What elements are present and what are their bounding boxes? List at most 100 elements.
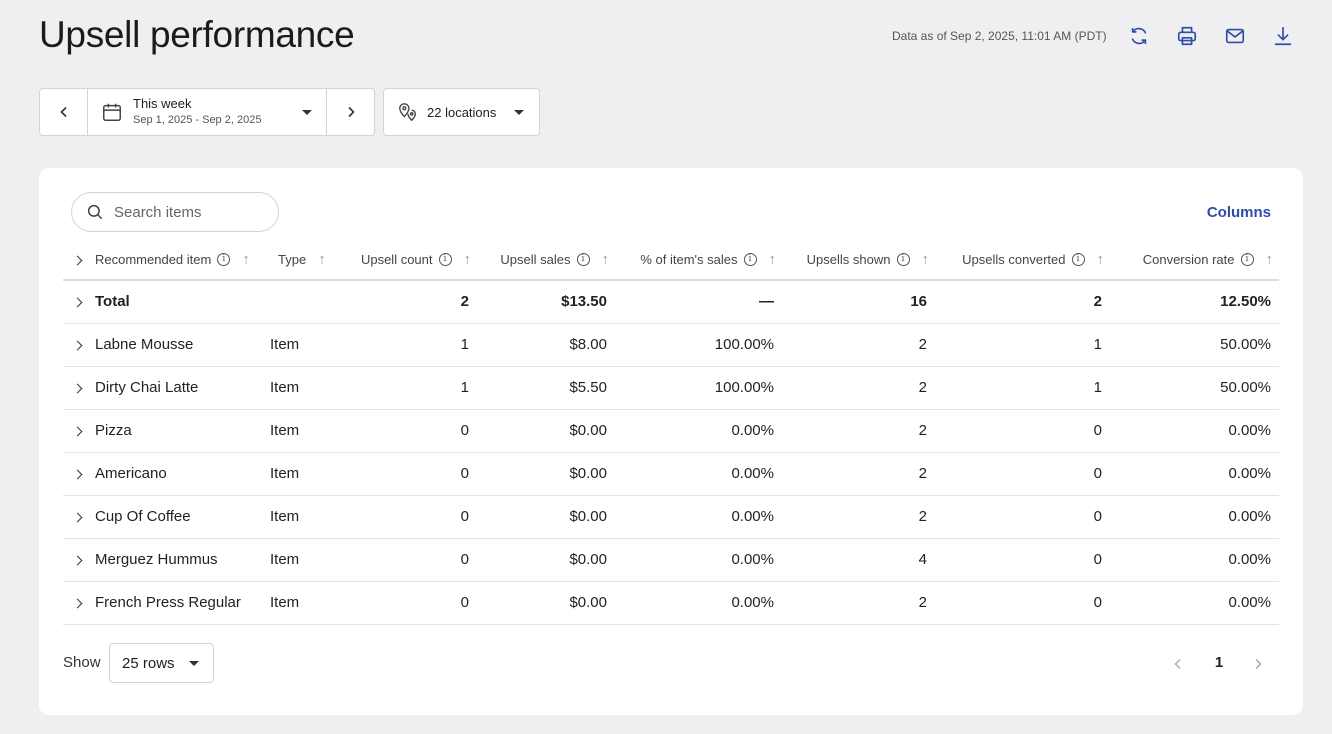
caret-down-icon xyxy=(189,661,199,666)
expand-row-icon[interactable] xyxy=(72,598,83,609)
cell-upsell-count: 0 xyxy=(345,452,477,496)
cell-name: French Press Regular xyxy=(95,581,268,625)
cell-upsell-count: 2 xyxy=(345,280,477,324)
total-row: Total 2 $13.50 — 16 2 12.50% xyxy=(63,280,1279,324)
cell-type: Item xyxy=(268,323,345,367)
header-upsell-sales[interactable]: Upsell sales i ↑ xyxy=(477,240,615,281)
header-upsells-converted[interactable]: Upsells converted i ↑ xyxy=(935,240,1110,281)
chevron-right-icon xyxy=(1255,658,1262,670)
date-range-dropdown[interactable]: This week Sep 1, 2025 - Sep 2, 2025 xyxy=(88,89,326,135)
current-page[interactable]: 1 xyxy=(1214,654,1224,671)
cell-type: Item xyxy=(268,366,345,410)
header-label: Conversion rate xyxy=(1142,252,1235,267)
cell-upsells-converted: 1 xyxy=(935,366,1110,410)
cell-conversion-rate: 0.00% xyxy=(1110,452,1279,496)
sort-arrow-icon[interactable]: ↑ xyxy=(242,251,250,268)
refresh-icon[interactable] xyxy=(1125,22,1153,50)
chevron-left-icon xyxy=(59,106,67,118)
cell-upsell-count: 0 xyxy=(345,581,477,625)
cell-upsells-shown: 16 xyxy=(782,280,935,324)
expand-row-icon[interactable] xyxy=(72,297,83,308)
cell-conversion-rate: 50.00% xyxy=(1110,366,1279,410)
cell-upsell-sales: $5.50 xyxy=(477,366,615,410)
header-label: Upsell sales xyxy=(500,252,571,267)
expand-row-icon[interactable] xyxy=(72,512,83,523)
cell-pct-item-sales: 0.00% xyxy=(615,495,782,539)
expand-row-icon[interactable] xyxy=(72,383,83,394)
cell-name: Total xyxy=(95,280,268,324)
cell-type xyxy=(268,280,345,324)
location-pins-icon xyxy=(399,103,417,122)
info-icon[interactable]: i xyxy=(896,253,910,266)
table-row: Labne Mousse Item 1 $8.00 100.00% 2 1 50… xyxy=(63,323,1279,367)
previous-period-button[interactable] xyxy=(40,89,88,135)
cell-conversion-rate: 0.00% xyxy=(1110,581,1279,625)
sort-arrow-icon[interactable]: ↑ xyxy=(1096,251,1105,268)
info-icon[interactable]: i xyxy=(576,253,590,266)
chevron-right-icon xyxy=(347,106,355,118)
cell-conversion-rate: 0.00% xyxy=(1110,409,1279,453)
cell-pct-item-sales: 100.00% xyxy=(615,366,782,410)
rows-per-page-select[interactable]: 25 rows xyxy=(109,643,214,683)
info-icon[interactable]: i xyxy=(1240,253,1254,266)
sort-arrow-icon[interactable]: ↑ xyxy=(1265,251,1274,268)
header-upsell-count[interactable]: Upsell count i ↑ xyxy=(345,240,477,281)
locations-dropdown[interactable]: 22 locations xyxy=(383,88,540,136)
expand-row-icon[interactable] xyxy=(72,340,83,351)
cell-upsells-shown: 2 xyxy=(782,366,935,410)
cell-name: Merguez Hummus xyxy=(95,538,268,582)
cell-upsells-converted: 0 xyxy=(935,538,1110,582)
next-page-button[interactable] xyxy=(1250,656,1266,672)
cell-upsell-count: 0 xyxy=(345,538,477,582)
date-range-picker: This week Sep 1, 2025 - Sep 2, 2025 xyxy=(39,88,375,136)
header-label: Upsell count xyxy=(360,252,433,267)
chevron-right-icon[interactable] xyxy=(72,255,83,266)
sort-arrow-icon[interactable]: ↑ xyxy=(768,251,777,268)
sort-arrow-icon[interactable]: ↑ xyxy=(601,251,610,268)
expand-all-button[interactable] xyxy=(63,240,95,281)
previous-page-button[interactable] xyxy=(1170,656,1186,672)
upsell-table: Recommended item i ↑ Type ↑ Upsell count i ↑ … xyxy=(63,240,1279,625)
rows-per-page-value: 25 rows xyxy=(122,654,175,672)
email-icon[interactable] xyxy=(1221,22,1249,50)
sort-arrow-icon[interactable]: ↑ xyxy=(463,251,472,268)
download-icon[interactable] xyxy=(1269,22,1297,50)
header-upsells-shown[interactable]: Upsells shown i ↑ xyxy=(782,240,935,281)
next-period-button[interactable] xyxy=(326,89,374,135)
info-icon[interactable]: i xyxy=(743,253,757,266)
cell-upsell-sales: $0.00 xyxy=(477,538,615,582)
cell-conversion-rate: 50.00% xyxy=(1110,323,1279,367)
upsell-table-card: Columns Recommended item i ↑ Type ↑ Upsell … xyxy=(39,168,1303,715)
print-icon[interactable] xyxy=(1173,22,1201,50)
sort-arrow-icon[interactable]: ↑ xyxy=(921,251,930,268)
page-title: Upsell performance xyxy=(39,14,355,55)
table-row: Americano Item 0 $0.00 0.00% 2 0 0.00% xyxy=(63,452,1279,496)
cell-upsells-shown: 2 xyxy=(782,581,935,625)
info-icon[interactable]: i xyxy=(217,253,231,266)
header-conversion-rate[interactable]: Conversion rate i ↑ xyxy=(1110,240,1279,281)
cell-upsells-shown: 4 xyxy=(782,538,935,582)
search-input[interactable] xyxy=(114,203,264,221)
header-label: Upsells converted xyxy=(962,252,1066,267)
cell-upsell-count: 1 xyxy=(345,366,477,410)
expand-row-icon[interactable] xyxy=(72,469,83,480)
header-type[interactable]: Type ↑ xyxy=(268,240,345,281)
expand-row-icon[interactable] xyxy=(72,555,83,566)
caret-down-icon xyxy=(302,110,312,115)
cell-type: Item xyxy=(268,495,345,539)
cell-upsells-converted: 0 xyxy=(935,409,1110,453)
cell-upsells-shown: 2 xyxy=(782,452,935,496)
cell-upsells-converted: 0 xyxy=(935,581,1110,625)
info-icon[interactable]: i xyxy=(1071,253,1085,266)
cell-upsells-shown: 2 xyxy=(782,323,935,367)
cell-name: Labne Mousse xyxy=(95,323,268,367)
sort-arrow-icon[interactable]: ↑ xyxy=(318,251,326,268)
cell-name: Dirty Chai Latte xyxy=(95,366,268,410)
header-pct-item-sales[interactable]: % of item's sales i ↑ xyxy=(615,240,782,281)
columns-button[interactable]: Columns xyxy=(1206,204,1271,221)
chevron-left-icon xyxy=(1174,658,1181,670)
header-recommended-item[interactable]: Recommended item i ↑ xyxy=(95,240,268,281)
info-icon[interactable]: i xyxy=(438,253,452,266)
cell-upsell-count: 0 xyxy=(345,495,477,539)
expand-row-icon[interactable] xyxy=(72,426,83,437)
